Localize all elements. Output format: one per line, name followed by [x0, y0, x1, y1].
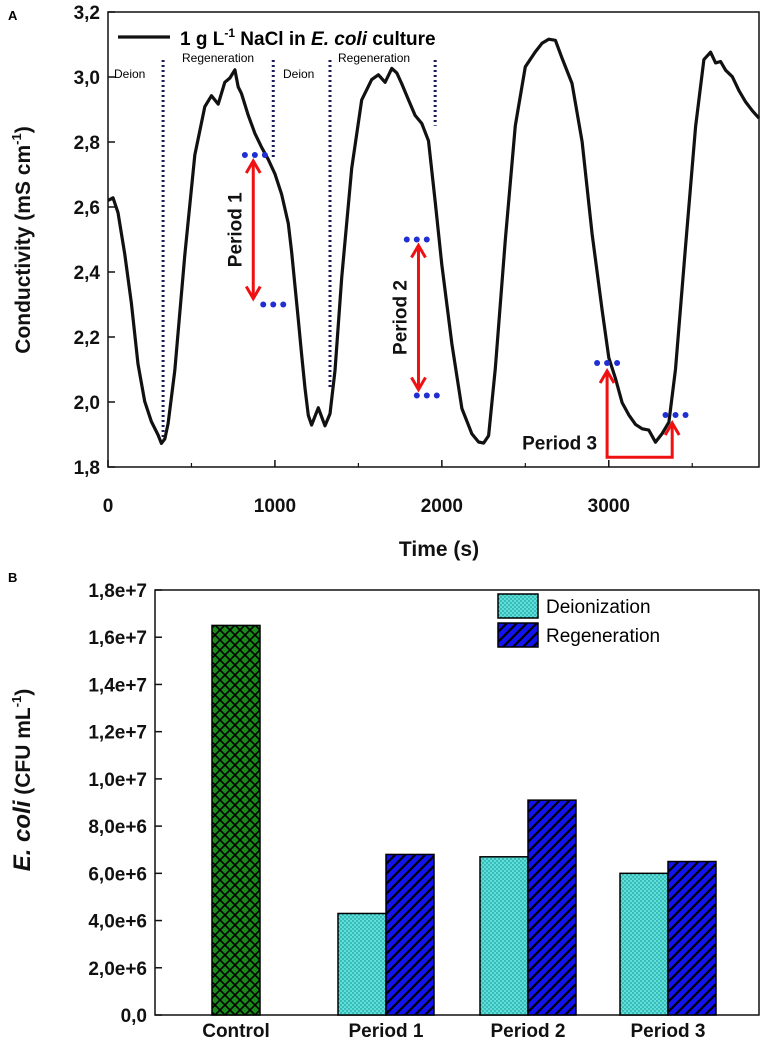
period-1-bottom-dots [270, 301, 277, 308]
panel-b-x-tick-label: Control [202, 1021, 270, 1039]
panel-b-y-tick-label: 2,0e+6 [88, 959, 147, 980]
phase-label: Deion [114, 67, 145, 81]
panel-b-ecoli-bar-chart: B 0,0 2,0e+6 4,0e+6 6,0e+6 8,0e+6 1,0e+7 1,2e+… [8, 570, 760, 1039]
phase-label: Regeneration [182, 51, 254, 65]
panel-b-y-tick-label: 1,6e+7 [88, 628, 147, 649]
panel-a-x-axis-title: Time (s) [399, 538, 479, 561]
period-2-bottom-dots [413, 392, 420, 399]
period-arrow-head [598, 368, 616, 384]
period-arrow-head [410, 376, 427, 393]
period-1-bottom-dots [280, 301, 287, 308]
legend-swatch-regeneration [497, 622, 539, 648]
panel-b-axes: 0,0 2,0e+6 4,0e+6 6,0e+6 8,0e+6 1,0e+7 1,2e+7 1… [88, 581, 760, 1027]
panel-b-y-tick-label: 1,0e+7 [88, 770, 147, 791]
period-2-top-dots [413, 236, 420, 243]
bar-regeneration-period-1 [385, 853, 435, 1016]
period-3-right-dots [662, 412, 669, 418]
bar-deionization-period-3 [619, 872, 669, 1016]
panel-b-y-tick-label: 1,4e+7 [88, 675, 147, 696]
panel-b-y-tick-label: 4,0e+6 [88, 912, 147, 933]
period-2-bottom-dots [433, 392, 440, 399]
period-arrow-head [244, 285, 262, 302]
bar-deionization-period-1 [337, 912, 387, 1016]
period-3-label: Period 3 [522, 433, 597, 454]
panel-a-axes: 1,8 2,0 2,2 2,4 2,6 2,8 3,0 3,2 0 1000 2000 3000 [74, 3, 760, 517]
legend-label: 1 g L-1 NaCl in E. coli culture [180, 26, 436, 50]
panel-b-x-tick-label: Period 2 [491, 1021, 566, 1039]
panel-a-y-tick-label: 3,2 [74, 3, 100, 24]
period-3-left-dots [614, 360, 621, 366]
phase-label: Deion [283, 67, 314, 81]
period-3-right-dots [672, 412, 679, 418]
panel-b-x-tick-label: Period 3 [631, 1021, 706, 1039]
phase-label: Regeneration [338, 51, 410, 65]
panel-a-x-tick-label: 0 [103, 496, 114, 517]
panel-a-legend: 1 g L-1 NaCl in E. coli culture [118, 26, 436, 50]
conductivity-series-line [107, 37, 761, 445]
panel-a-y-axis-title: Conductivity (mS cm-1) [9, 126, 35, 353]
panel-b-y-tick-label: 6,0e+6 [88, 864, 147, 885]
panel-a-y-tick-label: 1,8 [74, 458, 100, 479]
panel-a-conductivity-chart: A 1,82,02,22,42,62,83,03,20 1000 2000 3000 … [8, 3, 761, 561]
period-arrow-head [663, 420, 681, 436]
legend-swatch-deionization [497, 593, 539, 619]
phase-divider-lines: Deion Regeneration Deion Regeneration [114, 51, 437, 441]
panel-b-y-tick-label: 1,2e+7 [88, 723, 147, 744]
period-1-top-dots [261, 152, 268, 158]
panel-b-y-tick-label: 0,0 [121, 1006, 147, 1027]
period-3-left-dots [594, 360, 601, 366]
panel-b-y-tick-label: 1,8e+7 [88, 581, 147, 602]
period-3-arrow [605, 371, 674, 459]
period-1-label: Period 1 [225, 192, 246, 267]
panel-b-plot-frame [154, 589, 760, 1016]
panel-b-y-tick-label: 8,0e+6 [88, 817, 147, 838]
panel-a-plot-frame [107, 11, 760, 468]
panel-a-y-tick-label: 2,2 [74, 328, 100, 349]
panel-a-y-tick-label: 3,0 [74, 68, 100, 89]
period-arrow-head [244, 158, 262, 174]
period-2-top-dots [403, 236, 410, 243]
panel-b-y-axis-title: E. coli (CFU mL-1) [9, 689, 36, 872]
panel-b-letter: B [8, 570, 17, 585]
panel-a-y-tick-label: 2,0 [74, 393, 100, 414]
period-1-bottom-dots [260, 301, 267, 308]
period-1-top-dots [241, 152, 248, 158]
panel-a-x-tick-label: 3000 [588, 496, 630, 517]
panel-a-y-tick-label: 2,6 [74, 198, 100, 219]
panel-a-x-tick-label: 1000 [254, 496, 296, 517]
bar-regeneration-period-2 [527, 799, 577, 1016]
period-3-right-dots [682, 412, 689, 418]
period-1-top-dots [251, 152, 258, 158]
period-2-top-dots [423, 236, 430, 243]
legend-label-regeneration: Regeneration [546, 626, 660, 647]
panel-b-legend: Deionization Regeneration [497, 593, 660, 648]
bar-regeneration-period-3 [667, 860, 717, 1016]
period-arrow-head [410, 242, 427, 259]
period-2-bottom-dots [423, 392, 430, 399]
bar-control [211, 624, 261, 1016]
panel-b-x-tick-label: Period 1 [349, 1021, 424, 1039]
period-3-left-dots [604, 360, 611, 366]
legend-label-deionization: Deionization [546, 597, 651, 618]
panel-a-y-tick-label: 2,8 [74, 133, 100, 154]
panel-a-x-tick-label: 2000 [421, 496, 463, 517]
panel-a-letter: A [8, 8, 18, 23]
period-markers: Period 1 Period 2 Period 3 [225, 152, 689, 459]
panel-a-y-tick-label: 2,4 [74, 263, 101, 284]
bar-deionization-period-2 [479, 856, 529, 1016]
period-2-label: Period 2 [390, 280, 411, 355]
panel-b-bars: Control Period 1 Period 2 Period 3 [202, 624, 717, 1039]
